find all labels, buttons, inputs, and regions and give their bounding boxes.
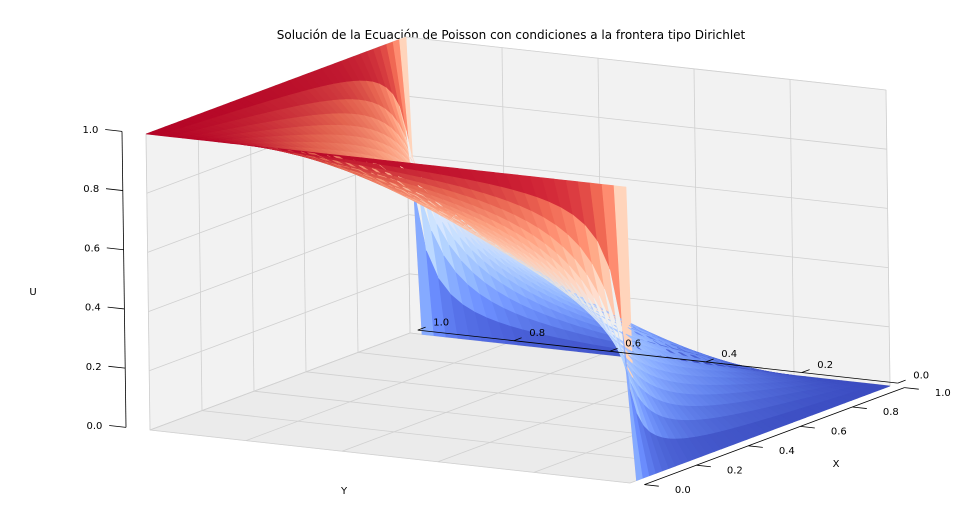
x-axis-line	[644, 387, 905, 485]
x-tick-mark	[852, 406, 867, 409]
y-tick-label: 0.0	[913, 370, 929, 381]
z-axis-label: U	[29, 287, 36, 298]
y-tick-label: 0.8	[529, 328, 545, 339]
z-tick-mark	[105, 188, 123, 191]
x-tick-label: 0.2	[727, 465, 743, 476]
z-tick-mark	[107, 306, 125, 310]
grid-line	[341, 353, 603, 452]
surface-facet	[871, 384, 891, 389]
grid-line	[245, 343, 507, 441]
y-tick-mark	[897, 379, 906, 384]
z-tick-label: 0.2	[86, 362, 102, 373]
z-tick-label: 1.0	[82, 125, 98, 136]
x-tick-mark	[800, 425, 815, 429]
y-tick-mark	[417, 326, 426, 331]
y-axis-label: Y	[340, 486, 348, 497]
z-tick-label: 0.6	[84, 243, 100, 254]
y-tick-label: 0.6	[625, 339, 641, 350]
grid-line	[693, 68, 699, 365]
axis-lines	[121, 131, 905, 485]
y-tick-label: 1.0	[433, 317, 449, 328]
grid-line	[407, 155, 888, 209]
z-tick-mark	[108, 365, 126, 369]
x-tick-mark	[904, 387, 919, 390]
grid-line	[789, 79, 795, 376]
x-tick-mark	[696, 464, 711, 468]
y-tick-mark	[801, 369, 810, 373]
grid-line	[149, 273, 410, 372]
x-tick-label: 0.0	[675, 485, 691, 496]
grid-line	[145, 133, 151, 431]
tick-labels: 0.0 0.2 0.4 0.6 0.8 1.0 0.0 0.2 0.4 0.6 0.8 1.0 0.0 0…	[82, 125, 950, 496]
chart-title: Solución de la Ecuación de Poisson con c…	[277, 28, 746, 42]
x-tick-label: 0.8	[883, 407, 899, 418]
grid-line	[149, 429, 631, 484]
y-axis-line	[417, 329, 898, 384]
surface-mesh	[145, 36, 891, 481]
x-axis-label: X	[833, 459, 840, 470]
x-tick-mark	[748, 445, 763, 448]
grid-line	[201, 410, 683, 464]
y-tick-mark	[705, 358, 714, 363]
grid-line	[885, 89, 891, 387]
z-tick-mark	[106, 247, 124, 251]
z-tick-label: 0.0	[86, 421, 102, 432]
grid-line	[405, 36, 887, 91]
z-tick-label: 0.4	[85, 303, 101, 314]
y-tick-label: 0.2	[817, 360, 833, 371]
z-tick-label: 0.8	[83, 184, 99, 195]
y-tick-label: 0.4	[721, 349, 737, 360]
z-tick-mark	[109, 425, 127, 428]
y-tick-mark	[609, 348, 618, 352]
z-tick-mark	[105, 129, 123, 132]
x-tick-mark	[644, 484, 659, 487]
grid-line	[406, 95, 887, 150]
x-tick-label: 1.0	[935, 388, 951, 399]
x-tick-label: 0.4	[779, 446, 795, 457]
x-tick-label: 0.6	[831, 427, 847, 438]
z-axis-line	[121, 131, 127, 428]
grid-line	[197, 114, 203, 411]
grid-line	[148, 214, 409, 312]
y-tick-mark	[513, 337, 522, 342]
grid-line	[149, 332, 411, 431]
